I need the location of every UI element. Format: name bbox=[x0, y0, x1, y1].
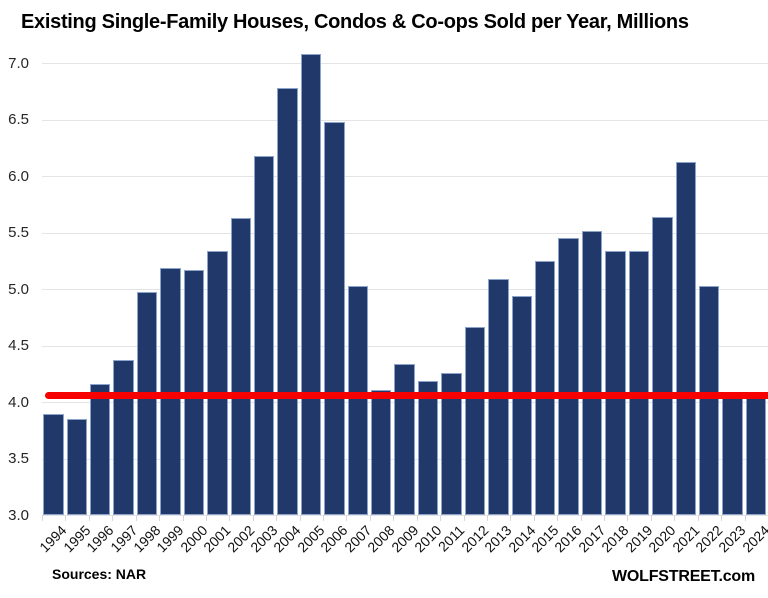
bar-2012 bbox=[464, 327, 486, 515]
x-axis-tick bbox=[65, 515, 67, 521]
x-axis-tick bbox=[159, 515, 161, 521]
gridline-6.5 bbox=[42, 119, 768, 121]
gridline-6.0 bbox=[42, 176, 768, 177]
x-axis-tick bbox=[135, 515, 137, 521]
bar-1996 bbox=[90, 383, 111, 515]
bar-1999 bbox=[160, 267, 181, 515]
y-tick-label-6.0: 6.0 bbox=[8, 167, 29, 185]
x-axis-tick bbox=[299, 515, 301, 521]
x-axis-tick bbox=[744, 515, 746, 521]
bar-2014 bbox=[511, 295, 532, 515]
x-axis-tick bbox=[393, 515, 395, 521]
bar-2016 bbox=[558, 238, 579, 515]
gridline-4.5 bbox=[42, 345, 768, 347]
bar-2021 bbox=[675, 162, 696, 515]
bar-2018 bbox=[605, 250, 626, 515]
y-tick-label-5.5: 5.5 bbox=[8, 224, 29, 241]
bar-2008 bbox=[371, 389, 392, 515]
x-axis-tick bbox=[557, 515, 559, 521]
x-axis-tick bbox=[627, 515, 629, 521]
x-axis-tick bbox=[369, 515, 371, 521]
bar-2024 bbox=[745, 395, 767, 515]
gridline-5.5 bbox=[42, 232, 768, 234]
bar-2003 bbox=[253, 155, 275, 515]
x-axis-tick bbox=[510, 515, 512, 521]
x-axis-tick bbox=[112, 515, 114, 521]
y-tick-label-4.0: 4.0 bbox=[8, 393, 29, 411]
gridline-5.0 bbox=[42, 289, 768, 290]
bar-2019 bbox=[628, 250, 650, 515]
bar-2005 bbox=[300, 53, 322, 515]
x-axis-tick bbox=[252, 515, 254, 521]
bar-2022 bbox=[698, 285, 720, 515]
bar-2004 bbox=[277, 87, 298, 515]
gridline-3.0 bbox=[42, 515, 768, 516]
x-axis-tick bbox=[323, 515, 325, 521]
x-axis-tick bbox=[440, 515, 442, 521]
y-tick-label-7.0: 7.0 bbox=[8, 54, 29, 72]
y-tick-label-4.5: 4.5 bbox=[8, 337, 29, 354]
bar-2009 bbox=[394, 363, 415, 515]
bar-2017 bbox=[581, 231, 603, 515]
x-axis-tick bbox=[463, 515, 465, 521]
bar-1998 bbox=[136, 292, 158, 515]
x-axis-tick bbox=[346, 515, 348, 521]
y-tick-label-5.0: 5.0 bbox=[8, 280, 29, 298]
bar-2006 bbox=[324, 121, 345, 515]
x-axis-tick bbox=[533, 515, 535, 521]
x-axis-tick bbox=[205, 515, 207, 521]
bar-2023 bbox=[722, 391, 743, 515]
gridline-7.0 bbox=[42, 63, 768, 64]
x-axis-tick bbox=[604, 515, 606, 521]
x-axis-tick bbox=[650, 515, 652, 521]
bar-2011 bbox=[441, 372, 462, 515]
bar-2007 bbox=[347, 285, 369, 515]
bar-1995 bbox=[66, 418, 88, 515]
bar-2015 bbox=[535, 260, 556, 515]
bar-2001 bbox=[207, 250, 228, 515]
x-axis-tick bbox=[580, 515, 582, 521]
x-axis-tick bbox=[229, 515, 231, 521]
x-axis-tick bbox=[42, 515, 43, 521]
chart-title: Existing Single-Family Houses, Condos & … bbox=[21, 11, 689, 33]
bar-1994 bbox=[43, 414, 64, 515]
y-tick-label-3.0: 3.0 bbox=[8, 506, 29, 524]
source-note: Sources: NAR bbox=[52, 566, 147, 582]
bar-2020 bbox=[652, 216, 673, 515]
bar-2010 bbox=[417, 380, 439, 515]
bar-1997 bbox=[113, 360, 134, 515]
x-axis-tick bbox=[416, 515, 418, 521]
x-axis-tick bbox=[486, 515, 488, 521]
y-tick-label-3.5: 3.5 bbox=[8, 450, 29, 467]
bar-2002 bbox=[230, 217, 251, 515]
x-axis-tick bbox=[721, 515, 723, 521]
x-axis-tick bbox=[88, 515, 90, 521]
x-axis-tick bbox=[697, 515, 699, 521]
reference-line-2024-level bbox=[45, 391, 768, 399]
x-axis-tick bbox=[674, 515, 676, 521]
x-axis-tick bbox=[276, 515, 278, 521]
wolfstreet-brand: WOLFSTREET.com bbox=[612, 568, 755, 585]
y-tick-label-6.5: 6.5 bbox=[8, 111, 29, 128]
x-axis-tick bbox=[182, 515, 184, 521]
